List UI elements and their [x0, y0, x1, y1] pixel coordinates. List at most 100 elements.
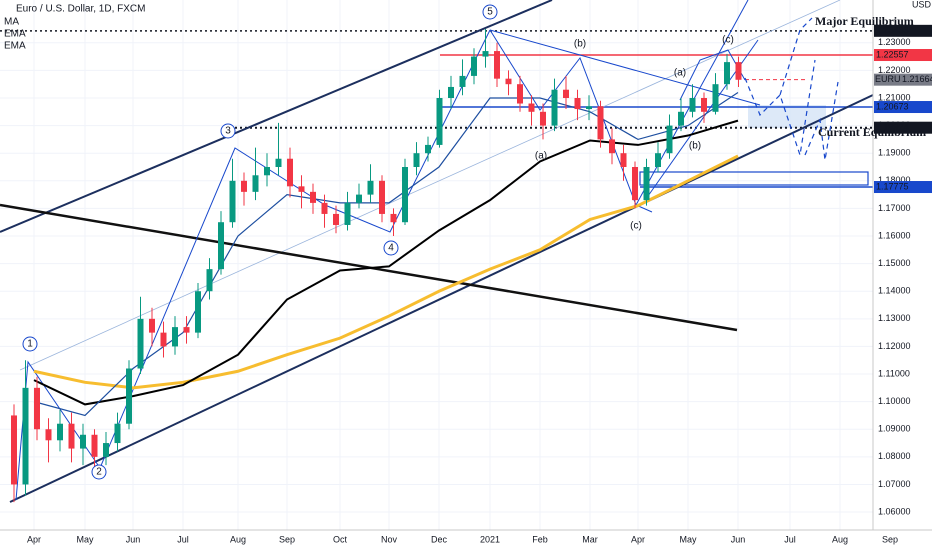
candle-body — [609, 139, 615, 154]
price-tag — [874, 24, 932, 37]
y-tick-label: 1.06000 — [878, 506, 911, 516]
candle-body — [655, 153, 661, 168]
candle-body — [724, 62, 730, 85]
candle-body — [91, 434, 98, 457]
candle-body — [471, 56, 477, 76]
candle-body — [597, 106, 604, 140]
wave-circle — [383, 240, 399, 256]
indicator-label: EMA — [4, 29, 26, 40]
x-tick-label: Aug — [832, 534, 848, 544]
price-axis — [873, 0, 932, 550]
candle-body — [482, 51, 489, 57]
candle-body — [34, 387, 40, 430]
candle-body — [45, 429, 52, 441]
x-tick-label: May — [679, 534, 697, 544]
candle-body — [172, 327, 178, 347]
projection — [779, 17, 813, 96]
candle-body — [252, 175, 259, 192]
candle-body — [494, 51, 500, 79]
candle-body — [448, 86, 454, 98]
candle-body — [183, 327, 190, 333]
y-tick-label: 1.16000 — [878, 230, 911, 240]
y-tick-label: 1.08000 — [878, 451, 911, 461]
price-tag — [874, 49, 932, 62]
candle-body — [586, 106, 592, 110]
wave-circle — [22, 336, 38, 352]
symbol-tag — [874, 73, 900, 86]
candle-body — [356, 194, 362, 203]
trendline — [19, 0, 841, 371]
y-tick-label: 1.21000 — [878, 92, 911, 102]
candle-body — [540, 111, 546, 126]
y-tick-label: 1.15000 — [878, 258, 911, 268]
candle-body — [402, 167, 408, 223]
channel-lower — [9, 94, 874, 503]
annotation: Current Equilibrium — [818, 125, 926, 139]
candle-body — [137, 318, 144, 369]
candle-body — [287, 158, 293, 187]
moving-average — [33, 154, 739, 390]
candle-body — [218, 222, 224, 270]
candle-body — [678, 111, 684, 126]
x-tick-label: Jun — [731, 534, 746, 544]
price-tag — [874, 181, 932, 194]
wave-circle — [220, 123, 236, 139]
wave-label: (b) — [689, 141, 701, 152]
x-tick-label: Apr — [631, 534, 645, 544]
candle-body — [11, 415, 17, 485]
wave-lines — [15, 29, 491, 501]
wave-label: (b) — [574, 39, 586, 50]
price-tag-label: 1.20673 — [876, 101, 909, 111]
wave-labels: 1 2 3 4 5 (b) (a) (c) (a) (b) (c) — [22, 4, 734, 480]
candle-body — [298, 186, 305, 192]
wave-label: 4 — [388, 243, 394, 254]
candle-body — [643, 167, 650, 201]
candle-body — [321, 202, 328, 214]
candle-body — [114, 423, 121, 444]
y-tick-label: 1.07000 — [878, 479, 911, 489]
wave-label: 5 — [487, 7, 493, 18]
y-tick-label: 1.14000 — [878, 286, 911, 296]
zone — [639, 171, 869, 186]
candle-body — [264, 167, 270, 176]
price-tag-label: 1.19924 — [876, 122, 909, 132]
wave-label: 1 — [27, 339, 33, 350]
annotation: Major Equilibrium — [815, 14, 914, 28]
x-tick-label: Oct — [333, 534, 348, 544]
candle-body — [275, 158, 282, 168]
candle-body — [160, 332, 167, 347]
candle-body — [333, 213, 339, 225]
candle-body — [459, 75, 466, 87]
candle-body — [195, 291, 201, 333]
candle-body — [574, 97, 581, 110]
wave-label: (a) — [535, 151, 547, 162]
candle-body — [666, 125, 673, 154]
grid — [0, 0, 891, 530]
candle-body — [517, 84, 523, 104]
abc-lines — [489, 29, 653, 213]
y-tick-label: 1.22000 — [878, 65, 911, 75]
candle-body — [68, 423, 75, 449]
y-tick-label: 1.09000 — [878, 424, 911, 434]
candle-body — [689, 97, 696, 112]
moving-average — [33, 119, 739, 406]
candle-body — [103, 443, 109, 457]
price-tag-label: 1.21664 — [902, 74, 932, 84]
y-tick-label: 1.19000 — [878, 148, 911, 158]
candle-body — [413, 153, 420, 168]
candle-body — [436, 97, 443, 145]
y-tick-label: 1.10000 — [878, 396, 911, 406]
candle-body — [149, 318, 155, 333]
x-tick-label: Sep — [882, 534, 898, 544]
candle-body — [551, 89, 558, 126]
wave-label: 3 — [225, 126, 231, 137]
price-tag-label: 1.22557 — [876, 49, 909, 59]
y-tick-label: 1.12000 — [878, 341, 911, 351]
candle-body — [22, 387, 29, 485]
wave-circle — [482, 4, 498, 20]
currency: USD — [912, 0, 932, 9]
price-tag — [874, 101, 932, 114]
candle-body — [632, 167, 638, 201]
